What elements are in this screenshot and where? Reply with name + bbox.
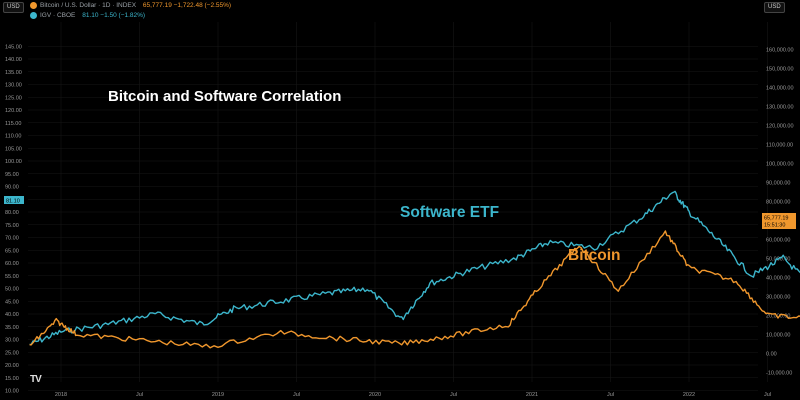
left-tick-label: 60.00 <box>5 261 19 267</box>
right-tick-label: 60,000.00 <box>766 237 790 243</box>
right-tick-label: 120,000.00 <box>766 123 794 129</box>
left-tick-label: 15.00 <box>5 376 19 382</box>
left-tick-label: 90.00 <box>5 185 19 191</box>
right-currency-selector[interactable]: USD <box>764 2 785 13</box>
software-etf-label: Software ETF <box>400 204 499 221</box>
left-tick-label: 45.00 <box>5 299 19 305</box>
left-tick-label: 30.00 <box>5 338 19 344</box>
tradingview-logo: TV <box>30 374 42 385</box>
left-tick-label: 80.00 <box>5 210 19 216</box>
btc-price-tag: 65,777.19 15:51:30 <box>762 213 796 229</box>
igv-legend[interactable]: IGV · CBOE 81.10 −1.50 (−1.82%) <box>30 11 145 20</box>
chart-header: USD USD Bitcoin / U.S. Dollar · 1D · IND… <box>0 0 800 22</box>
left-tick-label: 100.00 <box>5 159 22 165</box>
right-tick-label: 40,000.00 <box>766 275 790 281</box>
x-tick-label: 2018 <box>55 392 67 398</box>
btc-quote: 65,777.19 −1,722.48 (−2.55%) <box>142 2 232 9</box>
left-tick-label: 25.00 <box>5 350 19 356</box>
right-tick-label: 20,000.00 <box>766 313 790 319</box>
grid-lines <box>28 22 768 391</box>
left-tick-label: 140.00 <box>5 57 22 63</box>
left-tick-label: 95.00 <box>5 172 19 178</box>
x-tick-label: Jul <box>764 392 771 398</box>
left-tick-label: 105.00 <box>5 146 22 152</box>
left-tick-label: 65.00 <box>5 248 19 254</box>
btc-legend[interactable]: Bitcoin / U.S. Dollar · 1D · INDEX 65,77… <box>30 1 231 10</box>
bitcoin-label: Bitcoin <box>568 247 621 264</box>
right-tick-label: 10,000.00 <box>766 332 790 338</box>
left-tick-label: 20.00 <box>5 363 19 369</box>
right-tick-label: 160,000.00 <box>766 47 794 53</box>
bitcoin-line <box>29 230 800 349</box>
x-axis: 2018Jul2019Jul2020Jul2021Jul2022Jul2023J… <box>55 392 771 398</box>
right-tick-label: 150,000.00 <box>766 66 794 72</box>
right-tick-label: 30,000.00 <box>766 294 790 300</box>
left-tick-label: 70.00 <box>5 236 19 242</box>
x-tick-label: 2019 <box>212 392 224 398</box>
btc-price-time: 15:51:30 <box>764 223 785 229</box>
left-tick-label: 125.00 <box>5 95 22 101</box>
igv-symbol: IGV · CBOE <box>40 12 76 19</box>
left-tick-label: 115.00 <box>5 121 21 127</box>
x-tick-label: Jul <box>293 392 300 398</box>
right-tick-label: 90,000.00 <box>766 180 790 186</box>
left-tick-label: 35.00 <box>5 325 19 331</box>
x-tick-label: Jul <box>607 392 614 398</box>
left-tick-label: 145.00 <box>5 44 22 50</box>
igv-price-text: 81.10 <box>6 199 20 205</box>
left-tick-label: 50.00 <box>5 287 19 293</box>
x-tick-label: Jul <box>136 392 143 398</box>
right-tick-label: 130,000.00 <box>766 104 794 110</box>
igv-icon <box>30 11 37 19</box>
x-tick-label: 2022 <box>683 392 695 398</box>
btc-price-text: 65,777.19 <box>764 216 788 222</box>
right-tick-label: 0.00 <box>766 351 777 357</box>
left-tick-label: 135.00 <box>5 70 22 76</box>
left-tick-label: 40.00 <box>5 312 19 318</box>
igv-quote: 81.10 −1.50 (−1.82%) <box>82 12 146 19</box>
left-tick-label: 110.00 <box>5 134 21 140</box>
right-axis: -10,000.00 0.00 10,000.00 20,000.00 30,000.0… <box>766 47 794 376</box>
left-tick-label: 130.00 <box>5 83 22 89</box>
left-tick-label: 10.00 <box>5 389 19 395</box>
right-tick-label: -10,000.00 <box>766 370 792 376</box>
left-tick-label: 120.00 <box>5 108 22 114</box>
software-etf-line <box>29 190 800 346</box>
x-tick-label: 2021 <box>526 392 538 398</box>
x-tick-label: Jul <box>450 392 457 398</box>
igv-price-tag: 81.10 <box>4 196 24 205</box>
bitcoin-icon <box>30 1 37 9</box>
right-tick-label: 140,000.00 <box>766 85 794 91</box>
btc-symbol: Bitcoin / U.S. Dollar · 1D · INDEX <box>40 2 137 9</box>
chart-title: Bitcoin and Software Correlation <box>108 88 341 105</box>
right-tick-label: 80,000.00 <box>766 199 790 205</box>
left-tick-label: 55.00 <box>5 274 19 280</box>
x-tick-label: 2020 <box>369 392 381 398</box>
right-tick-label: 110,000.00 <box>766 142 793 148</box>
left-tick-label: 75.00 <box>5 223 19 229</box>
series-lines <box>29 190 800 349</box>
left-axis: 10.00 15.00 20.00 25.00 30.00 35.00 40.00 45.00… <box>5 44 22 394</box>
right-tick-label: 100,000.00 <box>766 161 794 167</box>
left-currency-selector[interactable]: USD <box>3 2 24 13</box>
